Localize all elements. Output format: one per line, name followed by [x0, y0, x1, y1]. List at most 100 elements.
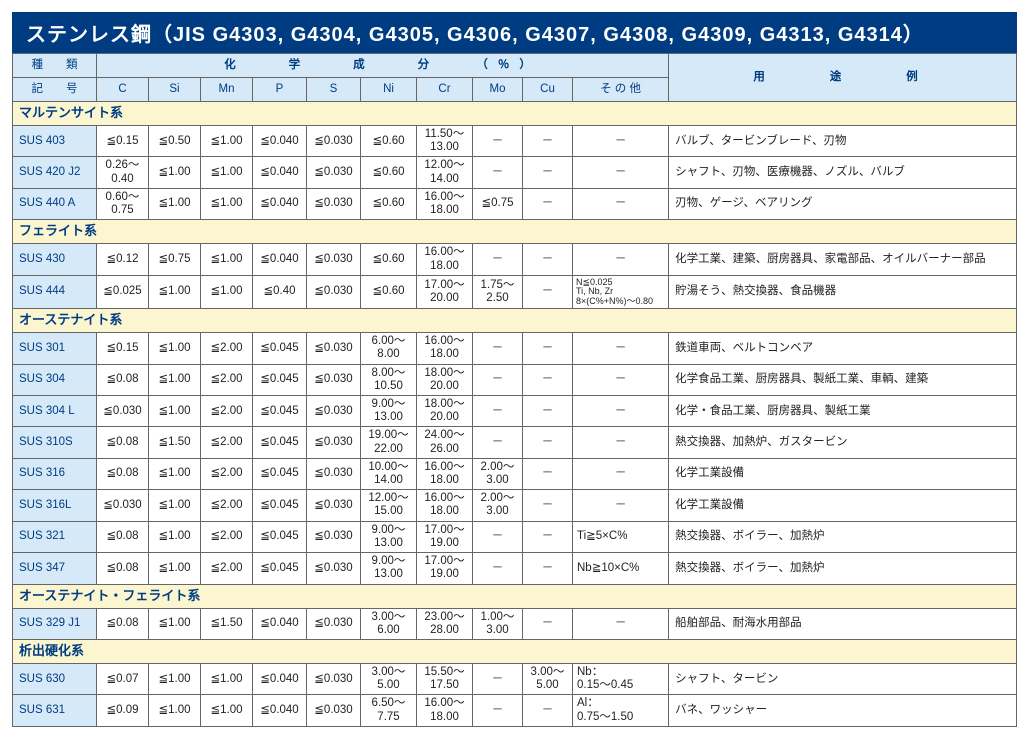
cell-si: ≦1.00 — [149, 275, 201, 308]
cell-ni: ≦0.60 — [361, 126, 417, 157]
cell-ni: 9.00～13.00 — [361, 521, 417, 552]
cell-mo: － — [473, 126, 523, 157]
cell-ot: － — [573, 157, 669, 188]
cell-ot: － — [573, 458, 669, 489]
table-row: SUS 316≦0.08≦1.00≦2.00≦0.045≦0.03010.00～… — [13, 458, 1017, 489]
cell-cr: 16.00～18.00 — [417, 188, 473, 219]
hdr-cr: Cr — [417, 78, 473, 102]
cell-cr: 16.00～18.00 — [417, 695, 473, 726]
cell-ni: 6.50～7.75 — [361, 695, 417, 726]
cell-s: ≦0.030 — [307, 364, 361, 395]
cell-s: ≦0.030 — [307, 188, 361, 219]
cell-cu: － — [523, 157, 573, 188]
cell-p: ≦0.045 — [253, 395, 307, 426]
section-header: オーステナイト・フェライト系 — [13, 584, 1017, 608]
cell-ni: 12.00～15.00 — [361, 490, 417, 521]
cell-si: ≦1.00 — [149, 395, 201, 426]
cell-c: ≦0.030 — [97, 395, 149, 426]
grade-cell: SUS 316 — [13, 458, 97, 489]
table-row: SUS 440 A0.60～0.75≦1.00≦1.00≦0.040≦0.030… — [13, 188, 1017, 219]
cell-s: ≦0.030 — [307, 126, 361, 157]
cell-mo: － — [473, 364, 523, 395]
grade-cell: SUS 316L — [13, 490, 97, 521]
cell-si: ≦1.00 — [149, 553, 201, 584]
use-cell: 化学・食品工業、厨房器具、製紙工業 — [669, 395, 1017, 426]
page-title: ステンレス鋼（JIS G4303, G4304, G4305, G4306, G… — [12, 12, 1017, 53]
cell-si: ≦1.00 — [149, 364, 201, 395]
hdr-c: C — [97, 78, 149, 102]
grade-cell: SUS 347 — [13, 553, 97, 584]
section-label: オーステナイト系 — [13, 309, 1017, 333]
cell-cu: － — [523, 126, 573, 157]
cell-cr: 23.00～28.00 — [417, 608, 473, 639]
cell-mn: ≦1.00 — [201, 664, 253, 695]
section-header: フェライト系 — [13, 220, 1017, 244]
section-header: 析出硬化系 — [13, 640, 1017, 664]
cell-ot: Nb：0.15～0.45 — [573, 664, 669, 695]
cell-p: ≦0.045 — [253, 427, 307, 458]
hdr-use: 用 途 例 — [669, 54, 1017, 102]
grade-cell: SUS 444 — [13, 275, 97, 308]
cell-mo: － — [473, 395, 523, 426]
cell-ni: 3.00～6.00 — [361, 608, 417, 639]
cell-c: ≦0.030 — [97, 490, 149, 521]
cell-si: ≦1.00 — [149, 490, 201, 521]
cell-cu: － — [523, 490, 573, 521]
cell-mo: － — [473, 244, 523, 275]
use-cell: 刃物、ゲージ、ベアリング — [669, 188, 1017, 219]
use-cell: 貯湯そう、熱交換器、食品機器 — [669, 275, 1017, 308]
cell-si: ≦1.00 — [149, 521, 201, 552]
cell-ot: － — [573, 126, 669, 157]
use-cell: 鉄道車両、ベルトコンベア — [669, 333, 1017, 364]
cell-s: ≦0.030 — [307, 553, 361, 584]
use-cell: バルブ、タービンブレード、刃物 — [669, 126, 1017, 157]
cell-mn: ≦1.50 — [201, 608, 253, 639]
cell-ni: 3.00～5.00 — [361, 664, 417, 695]
cell-cu: － — [523, 244, 573, 275]
cell-ot: Ti≧5×C% — [573, 521, 669, 552]
section-label: 析出硬化系 — [13, 640, 1017, 664]
cell-c: ≦0.08 — [97, 521, 149, 552]
cell-p: ≦0.045 — [253, 490, 307, 521]
cell-s: ≦0.030 — [307, 333, 361, 364]
cell-cr: 17.00～19.00 — [417, 521, 473, 552]
grade-cell: SUS 301 — [13, 333, 97, 364]
table-row: SUS 301≦0.15≦1.00≦2.00≦0.045≦0.0306.00～8… — [13, 333, 1017, 364]
hdr-grade: 記 号 — [13, 78, 97, 102]
cell-cr: 12.00～14.00 — [417, 157, 473, 188]
table-row: SUS 310S≦0.08≦1.50≦2.00≦0.045≦0.03019.00… — [13, 427, 1017, 458]
cell-cu: － — [523, 608, 573, 639]
cell-p: ≦0.040 — [253, 244, 307, 275]
cell-cu: － — [523, 521, 573, 552]
grade-cell: SUS 310S — [13, 427, 97, 458]
use-cell: 熱交換器、ボイラー、加熱炉 — [669, 521, 1017, 552]
section-header: マルテンサイト系 — [13, 102, 1017, 126]
cell-cr: 24.00～26.00 — [417, 427, 473, 458]
hdr-other: そ の 他 — [573, 78, 669, 102]
cell-ot: － — [573, 490, 669, 521]
cell-c: ≦0.08 — [97, 427, 149, 458]
cell-p: ≦0.045 — [253, 553, 307, 584]
cell-cu: － — [523, 275, 573, 308]
cell-p: ≦0.040 — [253, 608, 307, 639]
hdr-s: S — [307, 78, 361, 102]
cell-cu: － — [523, 333, 573, 364]
cell-mo: － — [473, 521, 523, 552]
cell-s: ≦0.030 — [307, 608, 361, 639]
hdr-p: P — [253, 78, 307, 102]
cell-p: ≦0.040 — [253, 664, 307, 695]
cell-c: ≦0.08 — [97, 458, 149, 489]
table-row: SUS 630≦0.07≦1.00≦1.00≦0.040≦0.0303.00～5… — [13, 664, 1017, 695]
cell-mn: ≦1.00 — [201, 695, 253, 726]
grade-cell: SUS 329 J1 — [13, 608, 97, 639]
cell-c: ≦0.025 — [97, 275, 149, 308]
cell-ni: ≦0.60 — [361, 275, 417, 308]
cell-si: ≦1.00 — [149, 458, 201, 489]
cell-mo: － — [473, 664, 523, 695]
cell-mo: － — [473, 333, 523, 364]
cell-mo: － — [473, 695, 523, 726]
cell-ni: ≦0.60 — [361, 157, 417, 188]
cell-p: ≦0.045 — [253, 364, 307, 395]
cell-mn: ≦1.00 — [201, 244, 253, 275]
table-row: SUS 403≦0.15≦0.50≦1.00≦0.040≦0.030≦0.601… — [13, 126, 1017, 157]
